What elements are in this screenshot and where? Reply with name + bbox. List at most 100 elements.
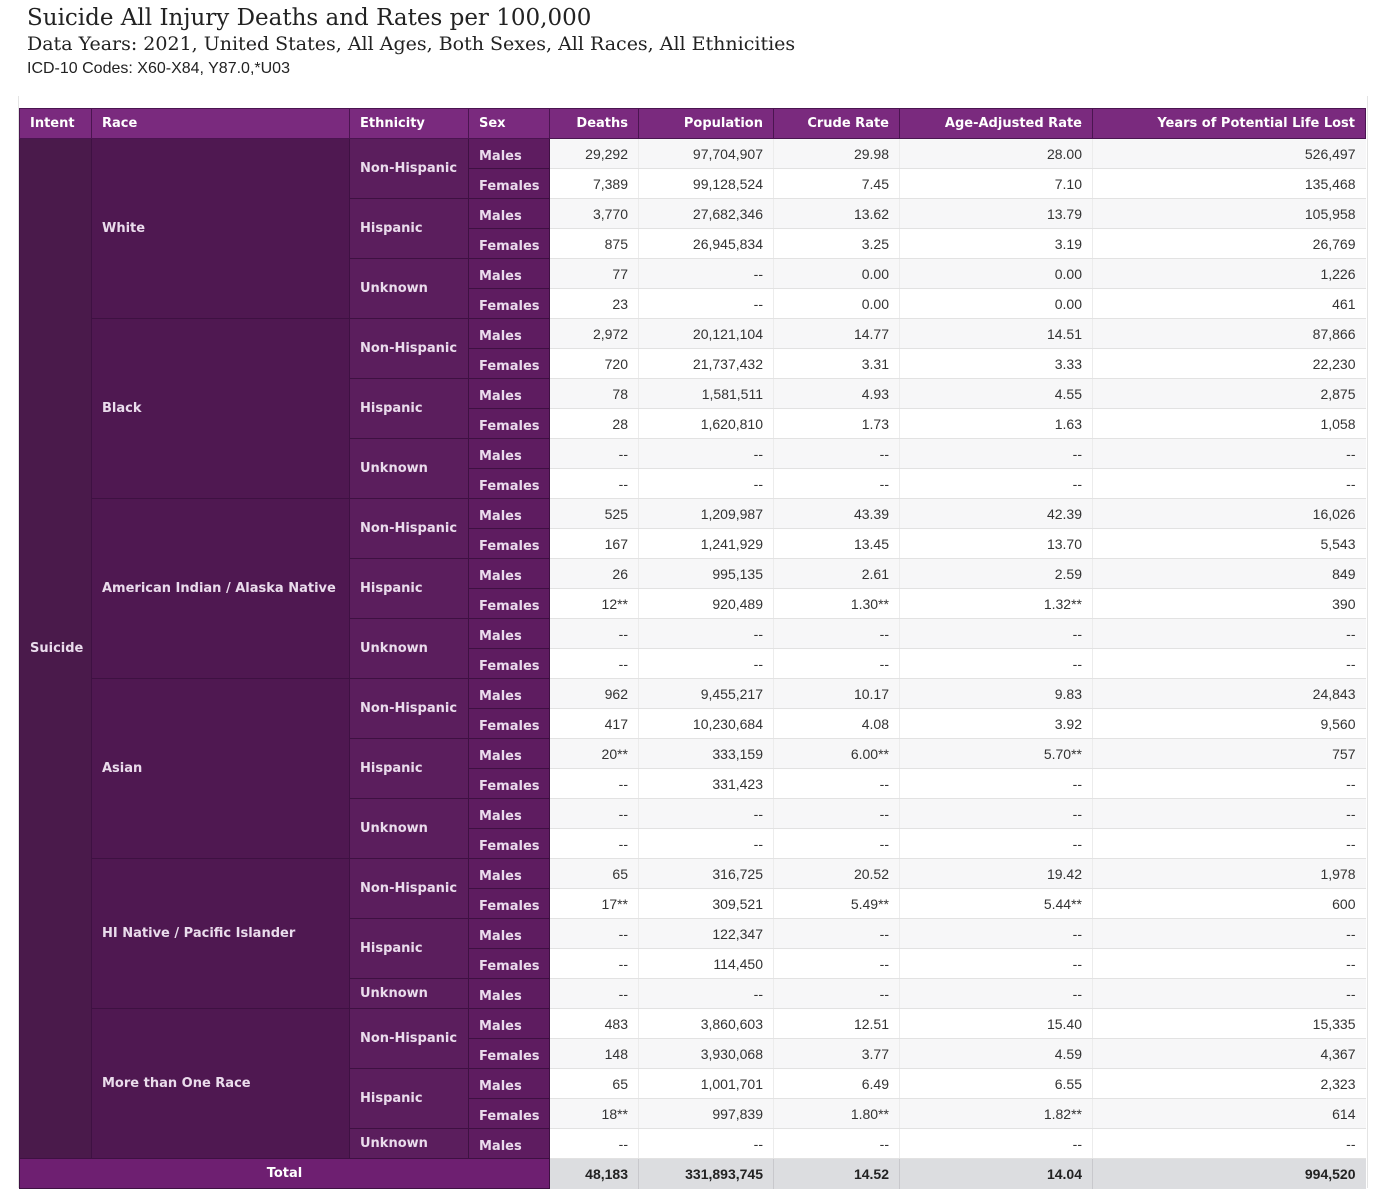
sex-cell: Females (468, 708, 550, 739)
age-adjusted-rate-cell: 1.82** (899, 1098, 1093, 1129)
sex-cell: Females (468, 888, 550, 919)
ethnicity-cell: Non-Hispanic (349, 858, 469, 919)
sex-cell: Males (468, 258, 550, 289)
table-row: Females -- 114,450 -- -- -- (20, 948, 1366, 979)
table-row: Suicide White Non-Hispanic Males 29,292 97,70… (19, 138, 1366, 1159)
age-adjusted-rate-cell: -- (899, 1128, 1093, 1159)
sex-cell: Females (468, 948, 550, 979)
crude-rate-cell: 4.93 (773, 378, 900, 409)
population-cell: -- (638, 828, 774, 859)
table-row: Hispanic Males 3,770 27,682,346 13.62 13.79 10… (20, 198, 1366, 259)
deaths-cell: 167 (549, 528, 639, 559)
population-cell: 27,682,346 (638, 198, 774, 229)
table-row: Females 23 -- 0.00 0.00 461 (20, 288, 1366, 319)
table-row: Females 18** 997,839 1.80** 1.82** 614 (20, 1098, 1366, 1129)
col-header-ypll[interactable]: Years of Potential Life Lost (1092, 108, 1366, 139)
crude-rate-cell: 1.73 (773, 408, 900, 439)
deaths-cell: 483 (549, 1008, 639, 1039)
population-cell: -- (638, 648, 774, 679)
crude-rate-cell: 0.00 (773, 288, 900, 319)
deaths-cell: -- (549, 948, 639, 979)
col-header-population[interactable]: Population (638, 108, 774, 139)
table-row: Hispanic Males 26 995,135 2.61 2.59 849 (20, 558, 1366, 619)
population-cell: -- (638, 288, 774, 319)
ethnicity-cell: Non-Hispanic (349, 678, 469, 739)
table-row: Females 7,389 99,128,524 7.45 7.10 135,468 (20, 168, 1366, 199)
ypll-cell: 2,323 (1092, 1068, 1366, 1099)
ethnicity-cell: Non-Hispanic (349, 318, 469, 379)
deaths-cell: 77 (549, 258, 639, 289)
table-row: Unknown Males -- -- -- -- -- (20, 978, 1366, 1009)
age-adjusted-rate-cell: 3.33 (899, 348, 1093, 379)
ethnicity-cell: Unknown (349, 798, 469, 859)
crude-rate-cell: -- (773, 1128, 900, 1159)
sex-cell: Females (468, 828, 550, 859)
ypll-cell: -- (1092, 438, 1366, 469)
population-cell: 9,455,217 (638, 678, 774, 709)
sex-cell: Males (468, 438, 550, 469)
table-row: Females 167 1,241,929 13.45 13.70 5,543 (20, 528, 1366, 559)
crude-rate-cell: 14.77 (773, 318, 900, 349)
ypll-cell: -- (1092, 948, 1366, 979)
col-header-deaths[interactable]: Deaths (549, 108, 639, 139)
deaths-cell: 65 (549, 1068, 639, 1099)
ethnicity-cell: Hispanic (349, 738, 469, 799)
col-header-sex[interactable]: Sex (468, 108, 550, 139)
total-ypll-cell: 994,520 (1092, 1158, 1366, 1189)
population-cell: -- (638, 978, 774, 1009)
total-crude-rate-cell: 14.52 (773, 1158, 900, 1189)
sex-cell: Males (468, 498, 550, 529)
population-cell: 99,128,524 (638, 168, 774, 199)
population-cell: 97,704,907 (638, 138, 774, 169)
crude-rate-cell: 2.61 (773, 558, 900, 589)
col-header-crude-rate[interactable]: Crude Rate (773, 108, 900, 139)
table-row: Unknown Males -- -- -- -- -- (20, 618, 1366, 679)
table-row: Unknown Males -- -- -- -- -- (20, 438, 1366, 499)
col-header-ethnicity[interactable]: Ethnicity (349, 108, 469, 139)
crude-rate-cell: 1.30** (773, 588, 900, 619)
ypll-cell: 135,468 (1092, 168, 1366, 199)
population-cell: -- (638, 468, 774, 499)
crude-rate-cell: 5.49** (773, 888, 900, 919)
sex-cell: Females (468, 1038, 550, 1069)
deaths-cell: -- (549, 798, 639, 829)
sex-cell: Females (468, 408, 550, 439)
deaths-cell: -- (549, 468, 639, 499)
race-cell: More than One Race (91, 1008, 350, 1159)
table-row: Hispanic Males 20** 333,159 6.00** 5.70** 757 (20, 738, 1366, 799)
deaths-cell: -- (549, 768, 639, 799)
sex-cell: Males (468, 138, 550, 169)
table-row: HI Native / Pacific Islander Non-Hispanic… (20, 858, 1366, 1009)
results-table: Intent Race Ethnicity Sex Deaths Populat… (19, 108, 1366, 1189)
ypll-cell: 1,058 (1092, 408, 1366, 439)
deaths-cell: -- (549, 828, 639, 859)
ethnicity-cell: Unknown (349, 618, 469, 679)
ypll-cell: -- (1092, 798, 1366, 829)
ypll-cell: 4,367 (1092, 1038, 1366, 1069)
deaths-cell: 17** (549, 888, 639, 919)
col-header-intent[interactable]: Intent (19, 108, 92, 139)
sex-cell: Females (468, 168, 550, 199)
age-adjusted-rate-cell: -- (899, 468, 1093, 499)
age-adjusted-rate-cell: 0.00 (899, 258, 1093, 289)
ethnicity-cell: Unknown (349, 258, 469, 319)
col-header-age-adjusted-rate[interactable]: Age-Adjusted Rate (899, 108, 1093, 139)
crude-rate-cell: -- (773, 468, 900, 499)
population-cell: 1,209,987 (638, 498, 774, 529)
ypll-cell: 5,543 (1092, 528, 1366, 559)
header-row: Intent Race Ethnicity Sex Deaths Populat… (19, 108, 1366, 139)
ypll-cell: 526,497 (1092, 138, 1366, 169)
table-row: Females 17** 309,521 5.49** 5.44** 600 (20, 888, 1366, 919)
ypll-cell: 15,335 (1092, 1008, 1366, 1039)
population-cell: 10,230,684 (638, 708, 774, 739)
ypll-cell: 757 (1092, 738, 1366, 769)
table-row: Females -- -- -- -- -- (20, 828, 1366, 859)
age-adjusted-rate-cell: 0.00 (899, 288, 1093, 319)
sex-cell: Females (468, 228, 550, 259)
deaths-cell: 26 (549, 558, 639, 589)
sex-cell: Females (468, 768, 550, 799)
population-cell: 1,241,929 (638, 528, 774, 559)
col-header-race[interactable]: Race (91, 108, 350, 139)
crude-rate-cell: -- (773, 948, 900, 979)
crude-rate-cell: 10.17 (773, 678, 900, 709)
